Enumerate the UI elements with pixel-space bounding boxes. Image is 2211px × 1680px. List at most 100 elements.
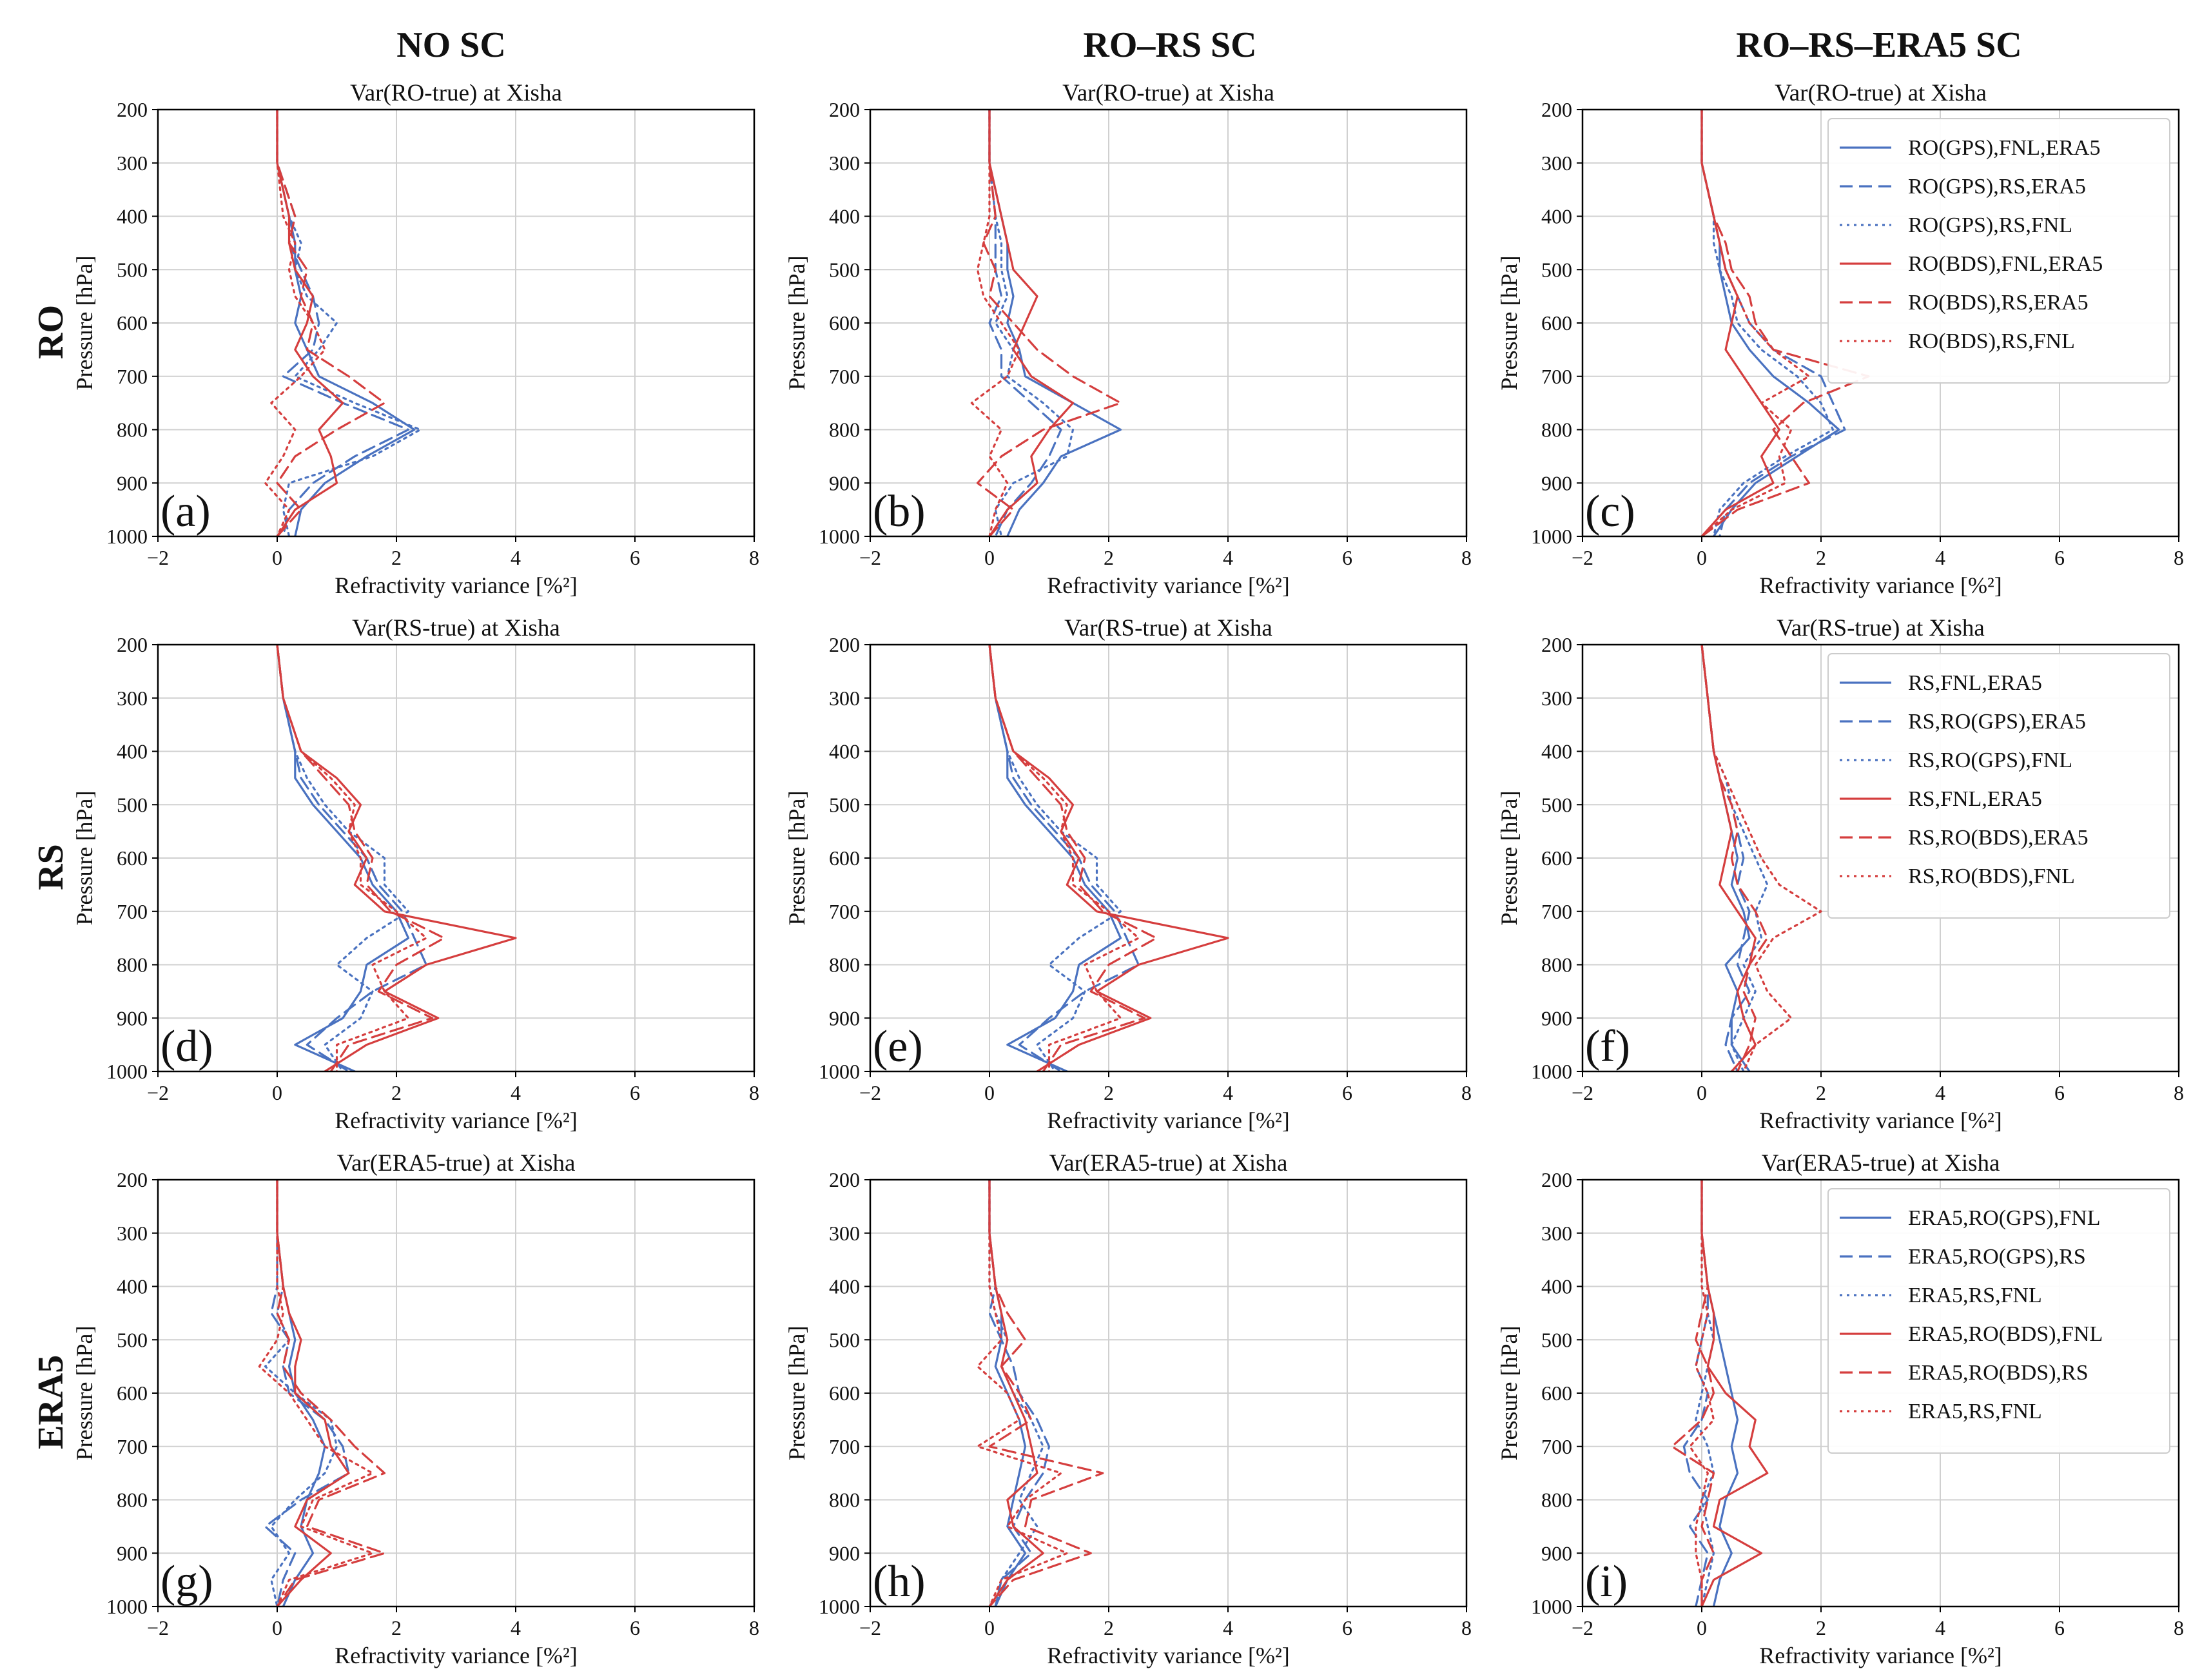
y-tick-label: 500 xyxy=(117,1328,148,1351)
y-tick-label: 1000 xyxy=(819,1060,860,1083)
x-tick-label: 8 xyxy=(749,546,759,569)
y-tick-label: 300 xyxy=(1541,687,1572,710)
y-tick-label: 300 xyxy=(829,687,860,710)
series-line xyxy=(976,1180,1068,1607)
x-tick-label: 4 xyxy=(511,546,521,569)
x-tick-label: 0 xyxy=(984,546,995,569)
chart-panel: Var(RS-true) at Xisha −2 0 2 4 6 8 200 300 400 500… xyxy=(72,615,759,1133)
series-line xyxy=(276,645,410,1071)
panel-label: (e) xyxy=(873,1022,923,1071)
series-line xyxy=(1682,1180,1709,1607)
chart-title: Var(ERA5-true) at Xisha xyxy=(1762,1150,2000,1177)
row-header: RS xyxy=(31,844,71,890)
series-line xyxy=(988,645,1158,1071)
y-tick-label: 800 xyxy=(1541,953,1572,977)
series-line xyxy=(1700,1180,1769,1607)
y-tick-label: 300 xyxy=(1541,1222,1572,1245)
chart-panel: Var(RO-true) at Xisha −2 0 2 4 6 8 200 300 400 500… xyxy=(784,80,1472,598)
y-tick-label: 500 xyxy=(1541,1328,1572,1351)
x-tick-label: 2 xyxy=(1104,1616,1114,1639)
chart-title: Var(RO-true) at Xisha xyxy=(350,80,562,106)
series-line xyxy=(988,645,1140,1071)
x-axis-label: Refractivity variance [%²] xyxy=(335,1643,578,1668)
y-tick-label: 1000 xyxy=(106,1060,148,1083)
y-tick-label: 700 xyxy=(829,900,860,923)
y-tick-label: 1000 xyxy=(1531,525,1572,548)
x-axis-label: Refractivity variance [%²] xyxy=(1759,1108,2002,1133)
x-tick-label: 6 xyxy=(2054,1081,2065,1104)
y-tick-label: 1000 xyxy=(819,1595,860,1618)
figure-headers: NO SC RO–RS SC RO–RS–ERA5 SC RO RS ERA5 xyxy=(31,25,2022,1449)
series-line xyxy=(264,1180,350,1607)
x-tick-label: 2 xyxy=(391,546,402,569)
y-axis-label: Pressure [hPa] xyxy=(784,256,810,391)
y-tick-label: 900 xyxy=(1541,1006,1572,1030)
x-tick-label: 6 xyxy=(1342,1616,1352,1639)
series-line xyxy=(1688,1180,1715,1607)
y-tick-label: 600 xyxy=(117,1382,148,1405)
series-group xyxy=(1700,110,1870,536)
x-tick-label: 6 xyxy=(630,546,640,569)
y-tick-label: 400 xyxy=(829,1275,860,1298)
x-tick-label: 0 xyxy=(1697,1081,1707,1104)
x-tick-label: 0 xyxy=(984,1081,995,1104)
panel-label: (h) xyxy=(873,1557,926,1607)
y-tick-label: 1000 xyxy=(819,525,860,548)
panel-label: (a) xyxy=(161,487,211,536)
y-tick-label: 800 xyxy=(829,1489,860,1512)
panel-label: (d) xyxy=(161,1022,213,1071)
chart-panel: Var(ERA5-true) at Xisha −2 0 2 4 6 8 200 300 400 5… xyxy=(72,1150,759,1668)
plot-frame xyxy=(157,643,755,1073)
y-tick-label: 700 xyxy=(117,1435,148,1458)
series-line xyxy=(1671,1180,1715,1607)
series-group xyxy=(1700,645,1822,1071)
y-tick-label: 300 xyxy=(1541,151,1572,175)
chart-title: Var(RS-true) at Xisha xyxy=(1777,615,1985,641)
y-tick-label: 600 xyxy=(829,311,860,335)
series-line xyxy=(988,110,1062,536)
y-tick-label: 200 xyxy=(829,633,860,656)
x-tick-label: 6 xyxy=(1342,546,1352,569)
y-tick-label: 500 xyxy=(1541,258,1572,281)
x-tick-label: 4 xyxy=(1223,546,1233,569)
x-tick-label: 2 xyxy=(1816,1616,1826,1639)
y-axis-label: Pressure [hPa] xyxy=(1496,791,1522,926)
x-tick-label: −2 xyxy=(859,546,881,569)
x-tick-label: 0 xyxy=(1697,546,1707,569)
series-group xyxy=(970,110,1122,536)
y-tick-label: 600 xyxy=(1541,1382,1572,1405)
x-tick-label: 2 xyxy=(1816,546,1826,569)
y-tick-label: 700 xyxy=(1541,365,1572,388)
y-axis-label: Pressure [hPa] xyxy=(1496,256,1522,391)
x-tick-label: −2 xyxy=(1572,546,1593,569)
x-tick-label: 4 xyxy=(511,1616,521,1639)
x-tick-label: 0 xyxy=(1697,1616,1707,1639)
y-tick-label: 200 xyxy=(1541,633,1572,656)
chart-title: Var(RS-true) at Xisha xyxy=(352,615,560,641)
x-tick-label: 2 xyxy=(1816,1081,1826,1104)
x-tick-label: 2 xyxy=(1104,1081,1114,1104)
series-group xyxy=(264,110,422,536)
x-tick-label: 8 xyxy=(1461,546,1472,569)
x-tick-label: 0 xyxy=(272,1616,282,1639)
series-line xyxy=(1700,645,1822,1071)
y-tick-label: 600 xyxy=(1541,311,1572,335)
legend-label: ERA5,RO(BDS),FNL xyxy=(1908,1322,2103,1346)
y-tick-label: 600 xyxy=(117,846,148,870)
y-tick-label: 700 xyxy=(1541,900,1572,923)
plot-frame xyxy=(157,108,755,538)
legend-label: RS,RO(BDS),FNL xyxy=(1908,864,2075,888)
x-tick-label: 6 xyxy=(2054,1616,2065,1639)
y-tick-label: 900 xyxy=(829,471,860,494)
x-tick-label: −2 xyxy=(1572,1616,1593,1639)
y-tick-label: 300 xyxy=(117,687,148,710)
y-tick-label: 400 xyxy=(829,205,860,228)
y-tick-label: 200 xyxy=(829,1168,860,1191)
y-tick-label: 700 xyxy=(117,900,148,923)
x-axis-label: Refractivity variance [%²] xyxy=(1759,572,2002,598)
y-tick-label: 200 xyxy=(829,98,860,121)
x-tick-label: 4 xyxy=(1935,1081,1945,1104)
y-tick-label: 1000 xyxy=(106,1595,148,1618)
legend: ERA5,RO(GPS),FNL ERA5,RO(GPS),RS ERA5,RS,F… xyxy=(1827,1188,2170,1454)
legend: RO(GPS),FNL,ERA5 RO(GPS),RS,ERA5 RO(GPS),R… xyxy=(1827,118,2170,384)
